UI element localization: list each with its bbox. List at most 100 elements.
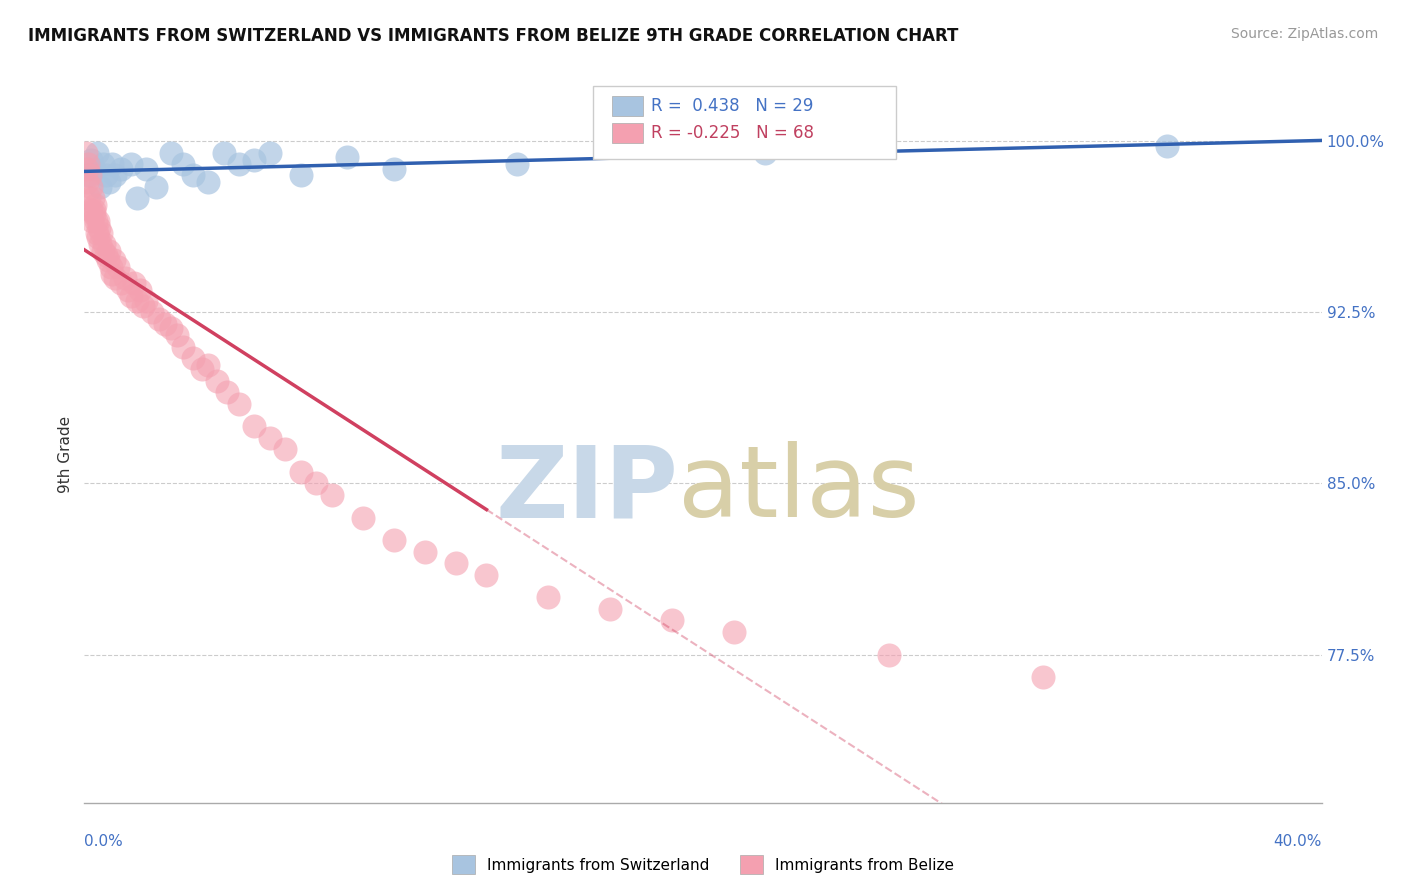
Y-axis label: 9th Grade: 9th Grade <box>58 417 73 493</box>
Point <box>290 169 312 183</box>
Point <box>107 260 129 274</box>
Point <box>80 180 103 194</box>
Point <box>93 236 115 251</box>
Legend: Immigrants from Switzerland, Immigrants from Belize: Immigrants from Switzerland, Immigrants … <box>446 849 960 880</box>
Point <box>228 157 250 171</box>
Point <box>191 362 214 376</box>
Point <box>723 624 745 639</box>
Point <box>207 374 229 388</box>
Point <box>94 169 117 183</box>
Point <box>181 351 204 365</box>
Point <box>135 293 157 308</box>
Point <box>87 230 110 244</box>
Point <box>259 431 281 445</box>
Point <box>1156 138 1178 153</box>
Point <box>215 385 238 400</box>
Point <box>84 198 107 212</box>
Point <box>79 202 101 217</box>
Point <box>212 145 235 160</box>
Point <box>104 169 127 183</box>
Point <box>98 175 121 189</box>
Text: R = -0.225   N = 68: R = -0.225 N = 68 <box>651 124 814 142</box>
Point <box>77 191 100 205</box>
Text: atlas: atlas <box>678 442 920 538</box>
Point <box>110 276 132 290</box>
Point <box>243 419 266 434</box>
Point <box>153 317 176 331</box>
Point <box>336 150 359 164</box>
Point <box>506 157 529 171</box>
Point <box>160 145 183 160</box>
Point <box>181 169 204 183</box>
Point <box>114 271 136 285</box>
Point <box>754 145 776 160</box>
Text: R =  0.438   N = 29: R = 0.438 N = 29 <box>651 97 813 115</box>
Point <box>83 207 105 221</box>
Point <box>160 321 183 335</box>
Point <box>76 175 98 189</box>
Point <box>172 340 194 354</box>
Point <box>77 157 100 171</box>
Point <box>79 169 101 183</box>
Point <box>129 283 152 297</box>
Point <box>120 289 142 303</box>
Point <box>243 153 266 167</box>
Text: 40.0%: 40.0% <box>1274 834 1322 849</box>
Point <box>101 267 124 281</box>
Point <box>120 157 142 171</box>
Point <box>82 214 104 228</box>
Point <box>110 161 132 176</box>
Point <box>166 328 188 343</box>
Point <box>141 305 163 319</box>
Point <box>76 169 98 183</box>
Point <box>1032 670 1054 684</box>
Point <box>117 283 139 297</box>
Point <box>228 396 250 410</box>
Point <box>104 271 127 285</box>
Point <box>89 180 111 194</box>
Point <box>86 145 108 160</box>
Point <box>274 442 297 457</box>
Point <box>91 157 114 171</box>
Point <box>84 214 107 228</box>
Point <box>86 226 108 240</box>
Point <box>98 244 121 258</box>
Point <box>101 157 124 171</box>
Point <box>94 248 117 262</box>
Point <box>125 293 148 308</box>
Point <box>83 161 105 176</box>
Point <box>197 358 219 372</box>
Text: 0.0%: 0.0% <box>84 834 124 849</box>
Point <box>537 591 560 605</box>
Point <box>172 157 194 171</box>
Point <box>86 214 108 228</box>
Text: ZIP: ZIP <box>495 442 678 538</box>
Point <box>90 226 112 240</box>
Point <box>290 465 312 479</box>
Point <box>321 488 343 502</box>
Point <box>100 260 122 274</box>
Point <box>89 221 111 235</box>
Point <box>877 648 900 662</box>
Point <box>148 312 170 326</box>
Point <box>89 236 111 251</box>
Point <box>76 161 98 176</box>
Point <box>91 244 114 258</box>
Text: IMMIGRANTS FROM SWITZERLAND VS IMMIGRANTS FROM BELIZE 9TH GRADE CORRELATION CHAR: IMMIGRANTS FROM SWITZERLAND VS IMMIGRANT… <box>28 27 959 45</box>
Point <box>197 175 219 189</box>
Point <box>82 191 104 205</box>
Point <box>79 153 101 167</box>
Point <box>413 545 436 559</box>
Point <box>103 252 125 267</box>
Point <box>305 476 328 491</box>
Point <box>125 191 148 205</box>
Point <box>122 276 145 290</box>
Point <box>382 533 405 548</box>
Point <box>96 252 118 267</box>
Point <box>75 145 97 160</box>
Point <box>599 602 621 616</box>
Text: Source: ZipAtlas.com: Source: ZipAtlas.com <box>1230 27 1378 41</box>
Point <box>475 567 498 582</box>
Point <box>145 180 167 194</box>
Point <box>83 202 105 217</box>
